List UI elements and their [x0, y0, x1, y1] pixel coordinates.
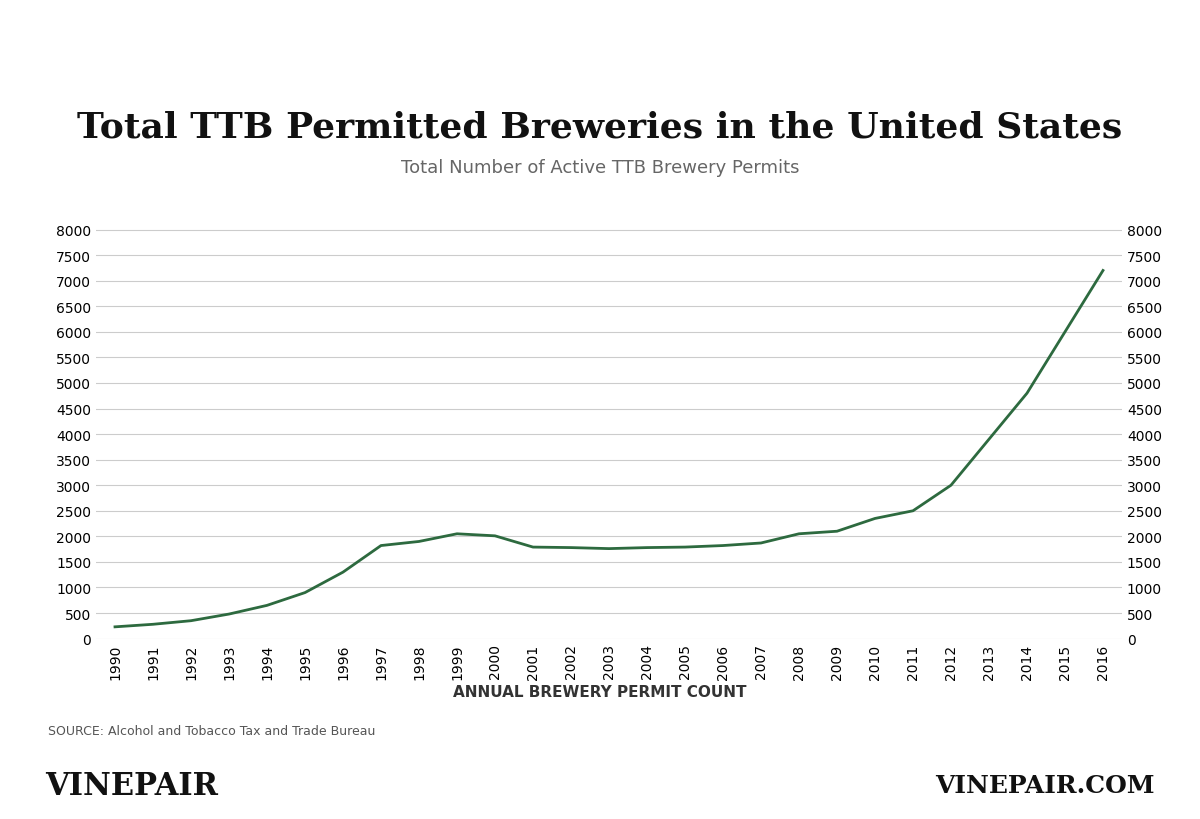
Text: Total Number of Active TTB Brewery Permits: Total Number of Active TTB Brewery Permi…: [401, 159, 799, 177]
Text: VINEPAIR.COM: VINEPAIR.COM: [935, 773, 1154, 798]
Text: ANNUAL BREWERY PERMIT COUNT: ANNUAL BREWERY PERMIT COUNT: [454, 685, 746, 699]
Text: SOURCE: Alcohol and Tobacco Tax and Trade Bureau: SOURCE: Alcohol and Tobacco Tax and Trad…: [48, 724, 376, 737]
Text: VINEPAIR: VINEPAIR: [46, 770, 218, 801]
Text: Total TTB Permitted Breweries in the United States: Total TTB Permitted Breweries in the Uni…: [77, 110, 1123, 144]
